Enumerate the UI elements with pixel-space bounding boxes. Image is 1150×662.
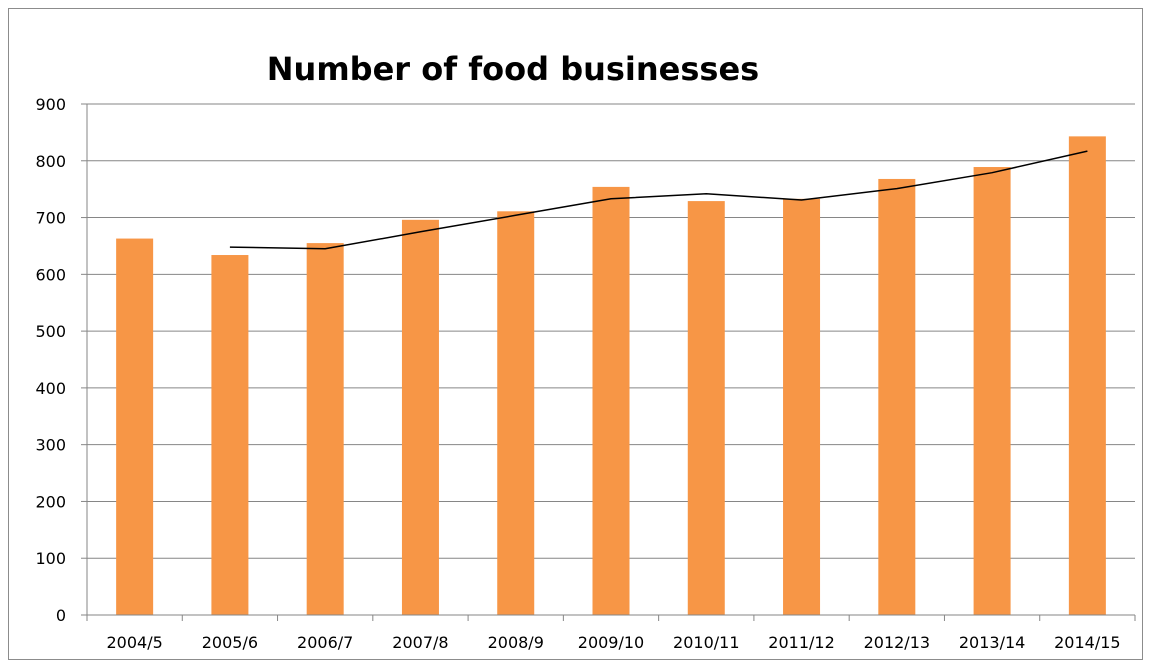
x-tick-label: 2013/14 [959,633,1025,652]
axes [81,103,1136,621]
bars [116,136,1106,616]
x-tick-label: 2009/10 [578,633,644,652]
y-tick-label: 600 [35,265,66,284]
chart-frame [8,8,1143,660]
trend-line [229,150,1088,250]
trend-line-group [229,150,1088,250]
y-tick-label: 100 [35,549,66,568]
y-tick-label: 400 [35,379,66,398]
bar [592,186,630,615]
x-tick-labels: 2004/5 2005/6 2006/7 2007/8 2008/9 2009/10 201… [106,633,1120,652]
bar [783,198,821,615]
bar [116,238,154,615]
x-tick-label: 2007/8 [392,633,448,652]
x-tick-label: 2006/7 [297,633,353,652]
bar [687,201,725,615]
y-tick-label: 900 [35,95,66,114]
x-tick-label: 2005/6 [202,633,258,652]
bar [973,167,1011,616]
bar [497,211,535,615]
y-tick-label: 500 [35,322,66,341]
x-tick-label: 2004/5 [106,633,162,652]
y-tick-label: 200 [35,492,66,511]
bar [401,219,439,615]
bar [211,255,249,616]
y-tick-labels: 0 100 200 300 400 500 600 700 800 900 [35,95,66,625]
x-tick-label: 2010/11 [673,633,739,652]
y-tick-label: 300 [35,436,66,455]
y-tick-label: 0 [56,606,66,625]
bar [1068,136,1106,615]
bar [306,243,344,615]
y-tick-label: 700 [35,209,66,228]
y-tick-label: 800 [35,152,66,171]
chart-title: Number of food businesses [267,50,759,88]
x-tick-label: 2012/13 [864,633,930,652]
x-tick-label: 2011/12 [768,633,834,652]
bar [878,178,916,616]
x-tick-label: 2008/9 [488,633,544,652]
x-tick-label: 2014/15 [1054,633,1120,652]
